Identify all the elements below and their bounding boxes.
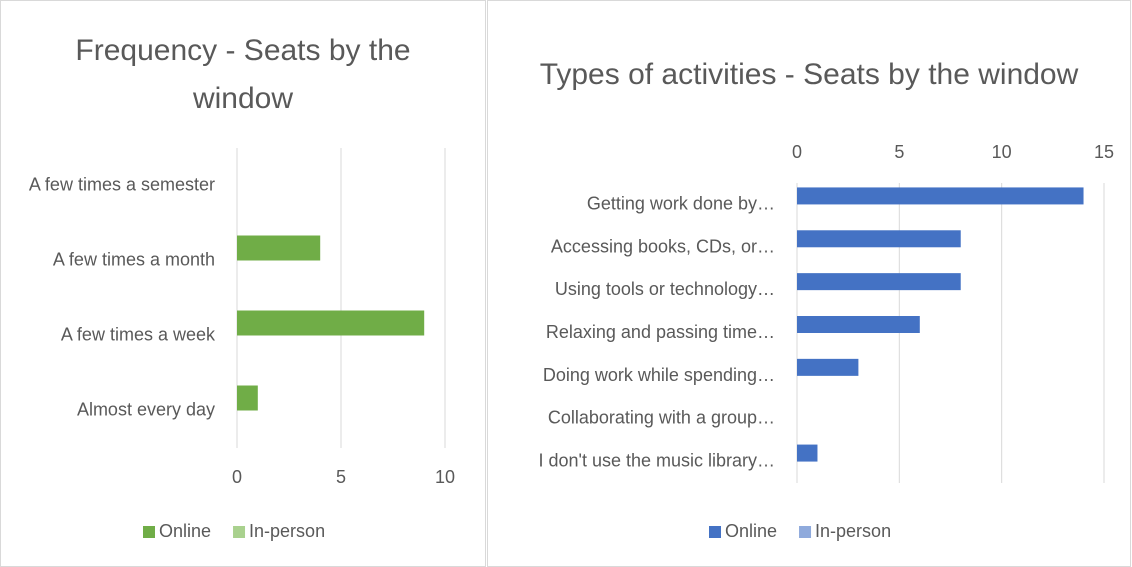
bar (797, 444, 818, 462)
chart-title: Types of activities - Seats by the windo… (540, 58, 1079, 91)
bar (797, 316, 920, 333)
x-tick-label: 10 (435, 467, 455, 487)
x-tick-label: 0 (232, 467, 242, 487)
bar (797, 230, 961, 248)
x-tick-label: 15 (1094, 142, 1114, 162)
y-tick-label: Getting work done by… (587, 193, 775, 213)
y-tick-label: A few times a week (61, 324, 216, 344)
legend-label: In-person (249, 521, 325, 541)
bar (797, 358, 859, 376)
y-tick-label: Doing work while spending… (543, 365, 775, 385)
x-tick-label: 5 (894, 142, 904, 162)
y-tick-label: I don't use the music library… (538, 450, 775, 470)
x-tick-label: 5 (336, 467, 346, 487)
y-tick-label: A few times a semester (29, 174, 215, 194)
bar (797, 273, 961, 291)
chart-frame (0, 0, 486, 567)
legend-label: Online (725, 521, 777, 541)
legend-swatch (709, 526, 721, 538)
legend-label: Online (159, 521, 211, 541)
y-tick-label: Accessing books, CDs, or… (551, 236, 775, 256)
y-tick-label: A few times a month (53, 249, 215, 269)
x-tick-label: 10 (992, 142, 1012, 162)
bar (237, 235, 321, 261)
bar (237, 310, 425, 336)
legend-swatch (799, 526, 812, 538)
legend-swatch (233, 526, 246, 538)
legend-label: In-person (815, 521, 891, 541)
x-tick-label: 0 (792, 142, 802, 162)
bar (237, 385, 258, 411)
y-tick-label: Relaxing and passing time… (546, 322, 775, 342)
y-tick-label: Using tools or technology… (555, 279, 775, 299)
y-tick-label: Collaborating with a group… (548, 407, 775, 427)
bar (797, 187, 1084, 205)
y-tick-label: Almost every day (77, 399, 215, 419)
chart-title: Frequency - Seats by the window (75, 34, 410, 115)
legend-swatch (143, 526, 155, 538)
